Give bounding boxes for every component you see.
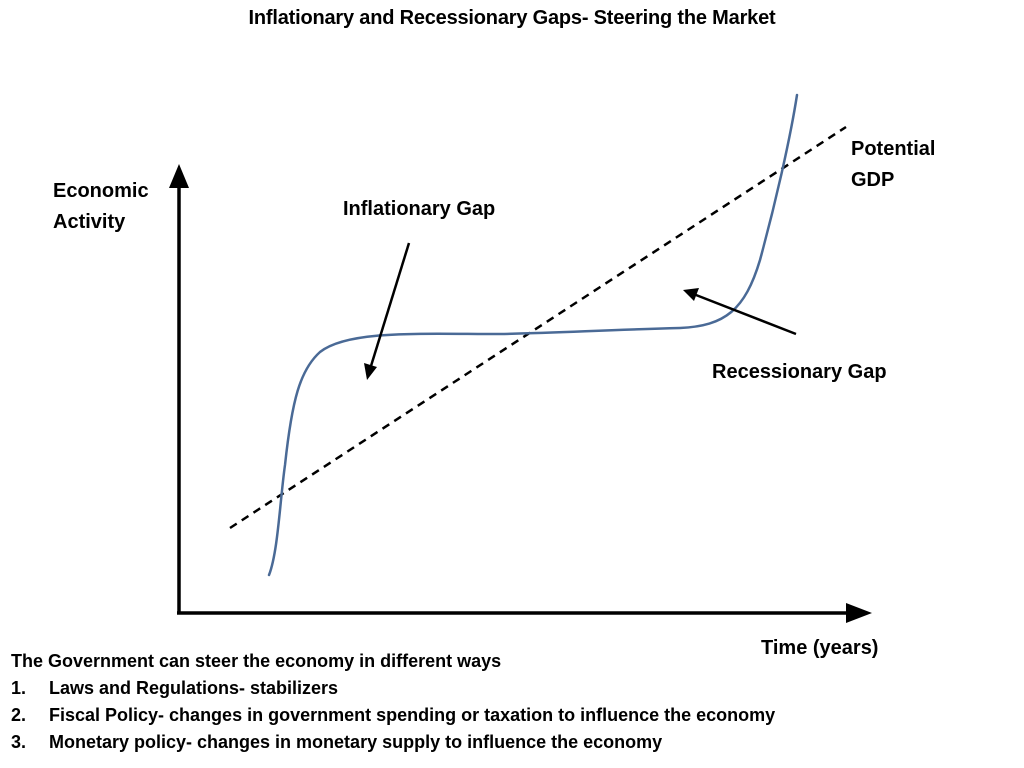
- list-item-text: Fiscal Policy- changes in government spe…: [49, 705, 776, 725]
- list-item-text: Monetary policy- changes in monetary sup…: [49, 732, 663, 752]
- recessionary-gap-label: Recessionary Gap: [712, 361, 887, 383]
- inflationary-gap-arrowhead: [364, 363, 377, 380]
- y-axis-label: Economic Activity: [53, 176, 149, 238]
- policy-list: 1. Laws and Regulations- stabilizers 2. Fi…: [11, 675, 775, 756]
- recessionary-gap-arrow: [695, 293, 797, 336]
- policy-list-item: 3. Monetary policy- changes in monetary s…: [11, 729, 775, 756]
- potential-gdp-line: [229, 125, 847, 530]
- list-item-text: Laws and Regulations- stabilizers: [49, 678, 339, 698]
- y-axis-label-line2: Activity: [53, 211, 126, 233]
- list-item-number: 2.: [11, 705, 27, 725]
- list-item-number: 1.: [11, 678, 27, 698]
- x-axis-label: Time (years): [761, 637, 879, 659]
- recessionary-gap-arrowhead: [683, 288, 699, 301]
- policy-notes-intro: The Government can steer the economy in …: [11, 651, 502, 671]
- inflationary-gap-arrow: [369, 242, 411, 367]
- inflationary-gap-label: Inflationary Gap: [343, 198, 496, 220]
- y-axis-label-line1: Economic: [53, 180, 149, 202]
- y-axis-arrowhead: [169, 164, 189, 188]
- potential-gdp-label-line2: GDP: [851, 169, 895, 191]
- potential-gdp-label: Potential GDP: [851, 134, 935, 196]
- potential-gdp-label-line1: Potential: [851, 138, 936, 160]
- x-axis-arrowhead: [846, 603, 872, 623]
- slide-title: Inflationary and Recessionary Gaps- Stee…: [248, 7, 776, 29]
- policy-notes: The Government can steer the economy in …: [11, 648, 775, 756]
- list-item-number: 3.: [11, 732, 27, 752]
- economic-activity-curve: [267, 93, 799, 577]
- policy-list-item: 2. Fiscal Policy- changes in government s…: [11, 702, 775, 729]
- policy-list-item: 1. Laws and Regulations- stabilizers: [11, 675, 775, 702]
